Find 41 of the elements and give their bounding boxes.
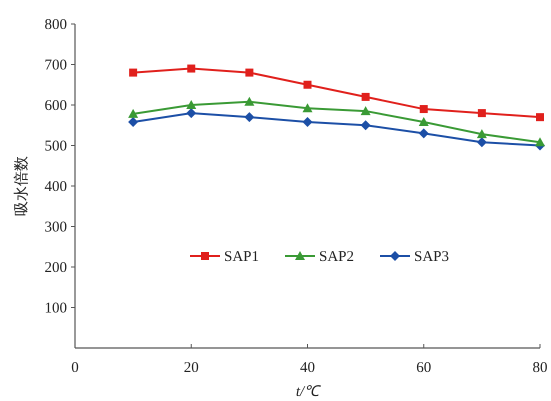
- y-tick-label: 300: [44, 220, 67, 236]
- point: [245, 68, 254, 77]
- point: [186, 108, 196, 118]
- point: [420, 105, 428, 114]
- legend-label: SAP2: [319, 249, 354, 265]
- point: [129, 68, 138, 77]
- y-tick-label: 500: [44, 138, 67, 154]
- point: [128, 108, 138, 118]
- x-tick-label: 60: [416, 360, 432, 376]
- point: [535, 137, 545, 146]
- point: [478, 109, 486, 118]
- x-axis-title: t/℃: [296, 384, 322, 400]
- y-tick-label: 600: [44, 98, 67, 114]
- point: [360, 120, 371, 130]
- point: [244, 112, 254, 122]
- point: [476, 137, 487, 148]
- x-tick-label: 0: [71, 360, 79, 376]
- legend-label: SAP1: [224, 249, 260, 265]
- point: [418, 128, 429, 138]
- x-tick-label: 40: [300, 360, 315, 376]
- point: [187, 64, 196, 73]
- y-tick-label: 100: [44, 300, 67, 316]
- point: [360, 106, 371, 116]
- point: [418, 117, 429, 126]
- x-tick-label: 80: [532, 360, 548, 376]
- point: [302, 117, 312, 128]
- point: [128, 117, 138, 128]
- point: [362, 92, 370, 101]
- y-tick-label: 700: [44, 58, 67, 74]
- y-tick-label: 400: [44, 179, 67, 195]
- point: [304, 80, 312, 89]
- point: [476, 129, 487, 138]
- y-tick-label: 200: [44, 260, 67, 276]
- point: [302, 103, 312, 112]
- legend-label: SAP3: [414, 249, 450, 265]
- point: [186, 100, 196, 109]
- point: [536, 113, 544, 122]
- y-axis-title: 吸水倍数: [12, 156, 30, 216]
- y-tick-label: 800: [44, 17, 67, 33]
- point: [244, 96, 254, 106]
- x-tick-label: 20: [184, 360, 199, 376]
